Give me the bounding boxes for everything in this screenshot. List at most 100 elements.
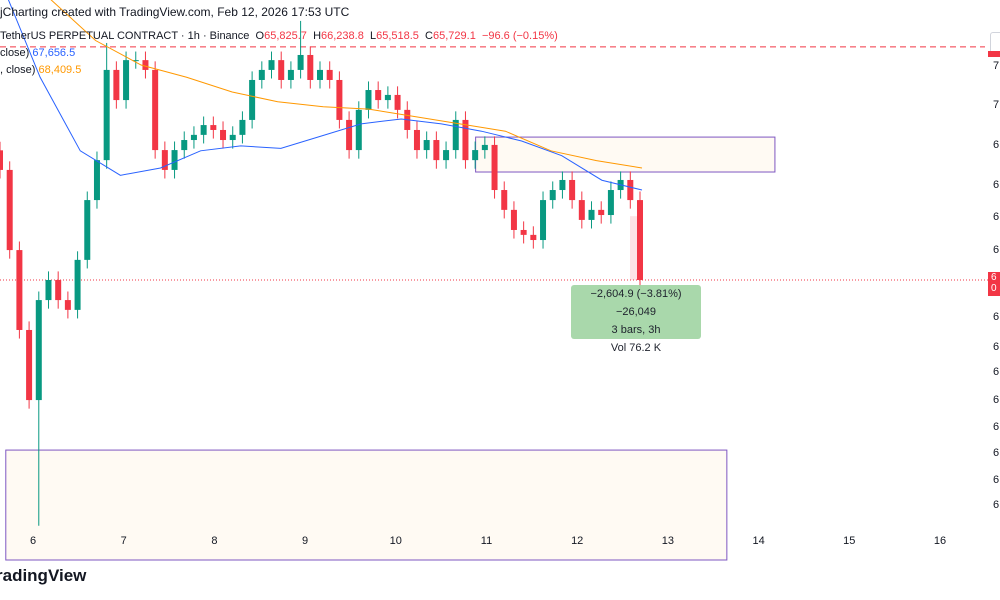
ma1-label: close)	[0, 47, 30, 59]
x-tick-label: 10	[389, 535, 402, 547]
low-label: L	[369, 30, 377, 42]
y-tick-label: 6	[993, 211, 1000, 223]
y-tick-label: 7	[993, 60, 1000, 72]
candle-body	[472, 150, 479, 161]
y-tick-label: 6	[993, 447, 1000, 459]
ma2-label: , close)	[0, 64, 36, 76]
candle-body	[258, 69, 265, 80]
candle-body	[443, 150, 450, 161]
candle-body	[549, 190, 556, 201]
candle-body	[491, 144, 498, 191]
candle-body	[84, 200, 91, 260]
candle-body	[64, 300, 71, 310]
candle-body	[578, 200, 585, 220]
candle-body	[307, 54, 314, 80]
candle-body	[220, 129, 227, 141]
x-tick-label: 11	[480, 535, 493, 547]
ma2-legend[interactable]: , close) 68,409.5	[0, 62, 558, 79]
high-label: H	[313, 30, 322, 42]
candle-body	[0, 150, 3, 170]
candle-body	[142, 60, 149, 70]
candle-body	[637, 200, 643, 280]
candle-body	[433, 140, 440, 161]
close-value: 65,729.1	[433, 30, 476, 42]
y-tick-label: 7	[993, 99, 1000, 111]
symbol-legend: TetherUS PERPETUAL CONTRACT · 1h · Binan…	[0, 28, 558, 45]
candle-body	[588, 209, 595, 220]
current-price-tag: 6 0	[988, 272, 1000, 296]
y-tick-label: 6	[993, 244, 1000, 256]
candle-body	[462, 119, 469, 161]
candle-body	[510, 209, 517, 230]
candle-body	[336, 79, 343, 120]
x-tick-label: 9	[302, 535, 309, 547]
y-tick-label: 6	[993, 311, 1000, 323]
candle-body	[317, 69, 323, 80]
candle-body	[569, 179, 576, 201]
candle-body	[132, 60, 139, 62]
price-tag-countdown: 0	[991, 283, 997, 294]
y-tick-label: 6	[993, 421, 1000, 433]
x-tick-label: 14	[752, 535, 765, 547]
candle-body	[384, 94, 391, 101]
candle-body	[171, 150, 178, 170]
candle-body	[355, 109, 362, 151]
legend: TetherUS PERPETUAL CONTRACT · 1h · Binan…	[0, 28, 558, 79]
candle-body	[481, 144, 488, 151]
candle-body	[520, 229, 527, 235]
candle-body	[190, 134, 197, 141]
candle-body	[123, 60, 130, 101]
measure-tooltip: −2,604.9 (−3.81%) −26,049 3 bars, 3h Vol…	[571, 285, 701, 354]
candle-body	[287, 69, 294, 80]
measure-change: −2,604.9 (−3.81%) −26,049	[590, 288, 682, 318]
candle-body	[210, 125, 217, 130]
candle-body	[423, 140, 430, 151]
open-label: O	[255, 30, 265, 42]
ma2-value: 68,409.5	[38, 64, 82, 76]
x-tick-label: 13	[661, 535, 675, 547]
close-label: C	[425, 30, 433, 42]
measure-volume: Vol 76.2 K	[610, 342, 662, 354]
symbol-name: TetherUS PERPETUAL CONTRACT · 1h · Binan…	[0, 30, 250, 42]
candle-body	[45, 279, 52, 301]
candle-body	[249, 79, 256, 120]
candle-body	[278, 60, 285, 80]
candle-body	[326, 69, 333, 80]
zone-box	[5, 449, 728, 561]
measure-bars: 3 bars, 3h	[611, 324, 661, 336]
y-tick-label: 6	[993, 474, 1000, 486]
candle-body	[598, 209, 605, 216]
candle-body	[627, 179, 634, 201]
candle-body	[239, 119, 246, 135]
y-tick-label: 6	[993, 366, 1000, 378]
candle-body	[452, 119, 459, 151]
candle-body	[530, 234, 537, 241]
candle-body	[55, 279, 62, 301]
candle-body	[365, 90, 372, 110]
x-tick-label: 8	[211, 535, 218, 547]
ma1-line	[7, 0, 643, 191]
ma1-legend[interactable]: close) 67,656.5	[0, 45, 558, 62]
y-tick-label: 6	[993, 499, 1000, 511]
candle-body	[268, 60, 275, 70]
candle-body	[16, 250, 23, 330]
open-value: 65,825.7	[264, 30, 307, 42]
chart-header: jCharting created with TradingView.com, …	[0, 5, 350, 19]
y-tick-label: 6	[993, 394, 1000, 406]
candle-body	[161, 150, 168, 170]
candle-body	[297, 54, 304, 70]
candle-body	[501, 190, 508, 210]
high-value: 66,238.8	[321, 30, 364, 42]
candle-body	[540, 200, 547, 241]
candle-body	[152, 69, 159, 151]
candle-body	[559, 179, 566, 191]
y-tick-label: 6	[993, 341, 1000, 353]
x-tick-label: 16	[933, 535, 947, 547]
candle-body	[413, 129, 420, 151]
price-tag-price: 6	[991, 272, 997, 283]
candle-body	[229, 134, 236, 141]
candle-body	[103, 69, 110, 161]
low-value: 65,518.5	[376, 30, 419, 42]
tradingview-logo[interactable]: radingView	[0, 566, 87, 585]
